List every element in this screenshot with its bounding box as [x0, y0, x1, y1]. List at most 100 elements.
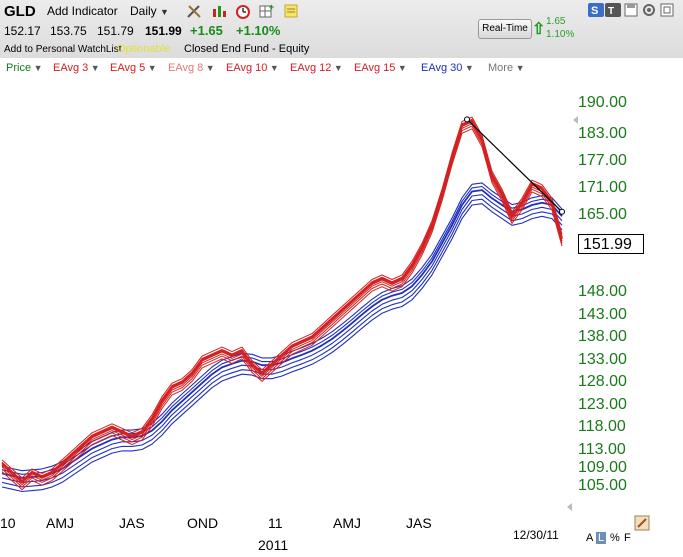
- resize-icon[interactable]: [659, 2, 675, 18]
- scale-log-button[interactable]: L: [596, 532, 607, 544]
- up-arrow-icon: ⇧: [532, 21, 546, 38]
- tab-eavg-12[interactable]: EAvg 12 ▼: [290, 62, 343, 74]
- ema-short-line: [1, 123, 563, 486]
- tab-eavg-15[interactable]: EAvg 15 ▼: [354, 62, 407, 74]
- price-line: [1, 119, 563, 482]
- scale-percent-button[interactable]: %: [610, 532, 620, 544]
- y-tick-label: 177.00: [578, 152, 627, 170]
- period-value: Daily: [130, 4, 157, 18]
- svg-text:S: S: [591, 5, 598, 17]
- ema-long-line: [1, 182, 563, 472]
- y-tick-label: 138.00: [578, 328, 627, 346]
- y-tick-label: 143.00: [578, 305, 627, 323]
- last-price-box: 151.99: [578, 234, 644, 254]
- ema-short-line: [1, 118, 563, 481]
- add-grid-icon[interactable]: +: [259, 3, 275, 19]
- chevron-down-icon: ▼: [88, 63, 100, 73]
- chart-style-icon[interactable]: [211, 3, 227, 19]
- axis-scroll-marker[interactable]: [573, 116, 578, 124]
- tab-eavg-3[interactable]: EAvg 3 ▼: [53, 62, 100, 74]
- tab-label: EAvg 12: [290, 62, 332, 74]
- watchlist-link[interactable]: Add to Personal WatchList: [4, 44, 122, 55]
- chevron-down-icon: ▼: [267, 63, 279, 73]
- optionable-label: Optionable: [117, 43, 171, 55]
- x-tick-label: OND: [187, 515, 219, 531]
- chevron-down-icon: ▼: [331, 63, 343, 73]
- quote-last: 151.99: [145, 24, 182, 38]
- x-tick-label: AMJ: [46, 515, 74, 531]
- svg-text:T: T: [608, 6, 614, 17]
- y-tick-label: 183.00: [578, 125, 627, 143]
- y-tick-label: 113.00: [578, 440, 626, 458]
- tab-label: More: [488, 62, 514, 74]
- x-tick-label: JAS: [406, 515, 432, 531]
- y-tick-label: 123.00: [578, 395, 627, 413]
- ema-long-line: [1, 194, 563, 483]
- ema-short-line: [1, 116, 563, 479]
- alarm-clock-icon[interactable]: [235, 3, 251, 19]
- twitter-icon[interactable]: T: [605, 2, 621, 18]
- x-tick-label: 11: [268, 515, 283, 531]
- y-tick-label: 118.00: [578, 418, 626, 436]
- scale-arithmetic-button[interactable]: A: [586, 532, 594, 544]
- y-tick-label: 133.00: [578, 350, 627, 368]
- svg-text:+: +: [269, 3, 274, 12]
- y-tick-label: 105.00: [578, 476, 627, 494]
- realtime-button[interactable]: Real-Time: [478, 19, 532, 39]
- ema-long-line: [1, 189, 563, 479]
- share-s-icon[interactable]: S: [588, 2, 604, 18]
- ema-short-line: [1, 128, 563, 491]
- notes-icon[interactable]: [283, 3, 299, 19]
- y-tick-label: 171.00: [578, 179, 627, 197]
- ema-long-line: [1, 185, 563, 475]
- x-year-label: 2011: [258, 537, 289, 553]
- symbol-label[interactable]: GLD: [4, 3, 36, 20]
- axis-scroll-marker[interactable]: [567, 503, 572, 511]
- scale-f-button[interactable]: F: [624, 532, 631, 544]
- y-tick-label: 128.00: [578, 373, 627, 391]
- quote-open: 152.17: [4, 24, 41, 38]
- trendline-handle[interactable]: [464, 116, 470, 123]
- realtime-pct: 1.10%: [546, 29, 575, 40]
- add-indicator-button[interactable]: Add Indicator: [47, 4, 118, 18]
- chevron-down-icon: ▼: [160, 7, 169, 17]
- period-select[interactable]: Daily ▼: [130, 4, 169, 18]
- tab-label: EAvg 15: [354, 62, 396, 74]
- ema-long-line: [1, 203, 563, 493]
- tab-price[interactable]: Price ▼: [6, 62, 42, 74]
- ema-short-line: [1, 125, 563, 488]
- chevron-down-icon: ▼: [203, 63, 215, 73]
- realtime-change: 1.65: [546, 16, 566, 27]
- quote-change: +1.65: [190, 23, 223, 38]
- x-tick-label: AMJ: [333, 515, 361, 531]
- ema-long-line: [1, 198, 563, 488]
- tab-label: EAvg 3: [53, 62, 89, 74]
- tab-eavg-10[interactable]: EAvg 10 ▼: [226, 62, 279, 74]
- y-tick-label: 190.00: [578, 93, 627, 111]
- chevron-down-icon: ▼: [462, 63, 474, 73]
- tab-label: EAvg 8: [168, 62, 204, 74]
- save-icon[interactable]: [623, 2, 639, 18]
- settings-icon[interactable]: [641, 2, 657, 18]
- tab-more[interactable]: More ▼: [488, 62, 524, 74]
- y-tick-label: 165.00: [578, 206, 627, 224]
- ema-short-line: [1, 120, 563, 484]
- tab-eavg-8[interactable]: EAvg 8 ▼: [168, 62, 215, 74]
- fund-type-label: Closed End Fund - Equity: [184, 43, 310, 55]
- tab-label: EAvg 10: [226, 62, 268, 74]
- tab-label: Price: [6, 62, 32, 74]
- tab-label: EAvg 30: [421, 62, 463, 74]
- edit-pencil-icon[interactable]: [634, 515, 650, 531]
- tab-label: EAvg 5: [110, 62, 146, 74]
- quote-high: 153.75: [50, 24, 87, 38]
- trendline[interactable]: [466, 118, 563, 213]
- chevron-down-icon: ▼: [395, 63, 407, 73]
- date-label: 12/30/11: [513, 528, 559, 542]
- draw-tools-icon[interactable]: [186, 3, 202, 19]
- trendline-handle[interactable]: [559, 208, 565, 215]
- quote-low: 151.79: [97, 24, 134, 38]
- y-tick-label: 148.00: [578, 282, 627, 300]
- tab-eavg-30[interactable]: EAvg 30 ▼: [421, 62, 474, 74]
- chevron-down-icon: ▼: [145, 63, 157, 73]
- tab-eavg-5[interactable]: EAvg 5 ▼: [110, 62, 157, 74]
